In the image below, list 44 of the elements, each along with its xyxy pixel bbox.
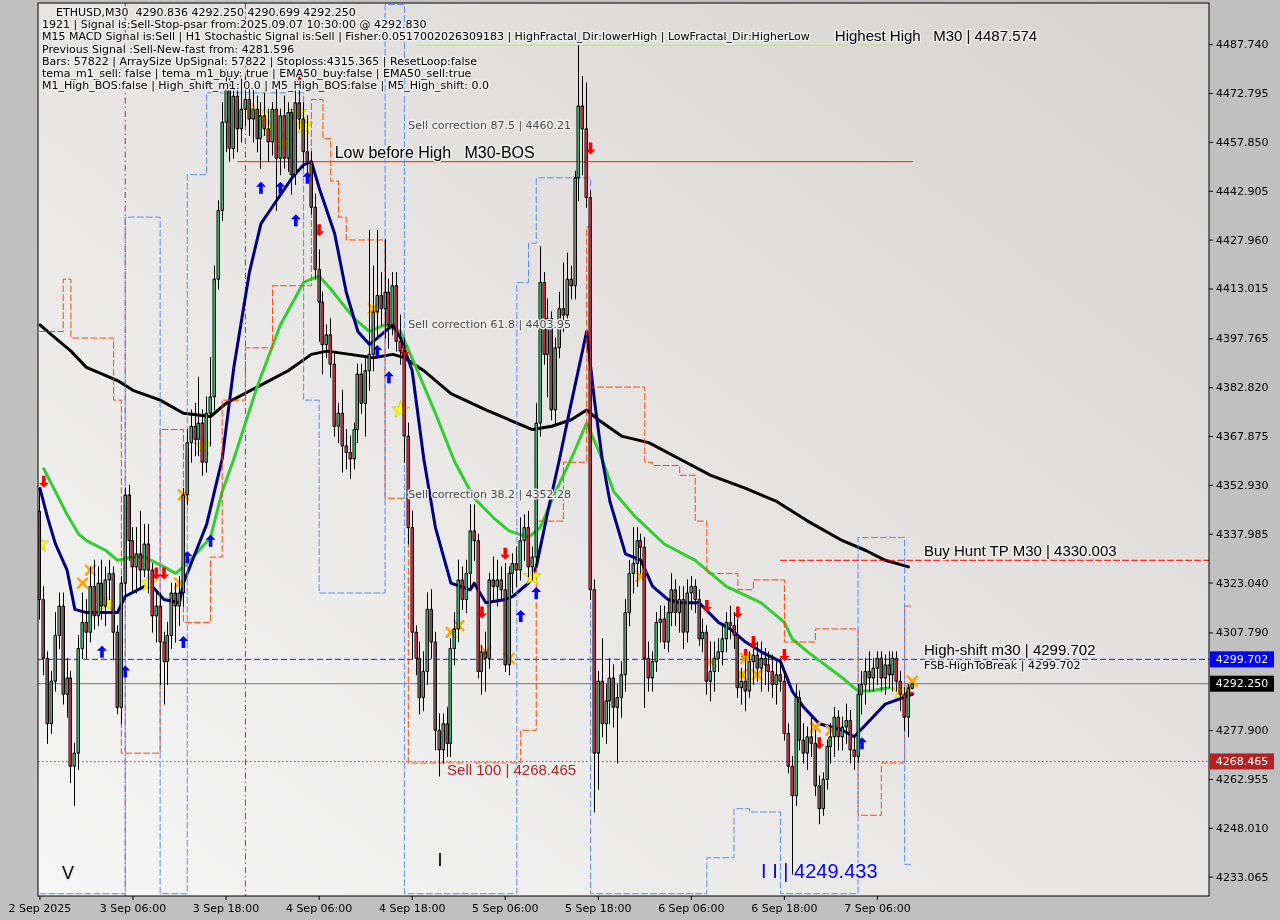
annotation: Buy Hunt TP M30 | 4330.003 <box>924 542 1117 560</box>
x-tick-label: 6 Sep 18:00 <box>751 902 818 915</box>
x-tick-label: 6 Sep 06:00 <box>658 902 725 915</box>
x-tick-label: 4 Sep 18:00 <box>378 902 446 915</box>
annotation: 1921 | Signal is:Sell-Stop-psar from:2025.09.07 10:30:00 @ 4292.830 <box>42 18 427 32</box>
x-tick-label: 7 Sep 06:00 <box>844 902 911 915</box>
y-tick-label: 4277.900 <box>1216 724 1269 738</box>
y-tick-label: 4487.740 <box>1216 38 1269 52</box>
x-tick-label: 3 Sep 06:00 <box>99 902 167 915</box>
y-tick-label: 4397.765 <box>1216 332 1269 346</box>
annotation: Bars: 57822 | ArraySize UpSignal: 57822 | Stoploss:4315.365 | ResetLoop:false <box>42 54 478 68</box>
annotation: I <box>437 850 443 870</box>
annotation: Low before High M30-BOS <box>334 143 535 161</box>
x-tick-label: 5 Sep 18:00 <box>565 902 632 915</box>
annotation: FSB-HighToBreak | 4299.702 <box>924 659 1081 673</box>
y-tick-label: 4413.015 <box>1216 282 1269 296</box>
y-tick-label: 4457.850 <box>1216 135 1269 149</box>
y-tick-label: 4352.930 <box>1216 478 1269 492</box>
y-tick-label: 4427.960 <box>1216 233 1269 247</box>
annotation: Sell 100 | 4268.465 <box>447 760 577 778</box>
ref-line-label: 4299.702 <box>1215 652 1269 666</box>
y-tick-label: 4442.905 <box>1216 184 1269 198</box>
y-tick-label: 4307.790 <box>1216 626 1269 640</box>
x-tick-label: 2 Sep 2025 <box>8 902 72 915</box>
y-tick-label: 4262.955 <box>1216 772 1269 786</box>
ref-line-label: 4292.250 <box>1215 677 1269 691</box>
annotation: V <box>61 863 75 883</box>
x-tick-label: 3 Sep 18:00 <box>192 902 260 915</box>
y-tick-label: 4323.040 <box>1216 576 1269 590</box>
annotation: Previous Signal :Sell-New-fast from: 4281.596 <box>42 42 295 56</box>
annotation: High-shift m30 | 4299.702 <box>924 641 1096 659</box>
chart-title: ETHUSD,M30 4290.836 4292.250 4290.699 4292.250 <box>56 6 356 19</box>
annotation: Highest High M30 | 4487.574 <box>834 27 1038 45</box>
y-tick-label: 4472.795 <box>1216 87 1269 101</box>
ref-line-label: 4268.465 <box>1215 754 1269 768</box>
y-tick-label: 4337.985 <box>1216 527 1269 541</box>
x-tick-label: 5 Sep 06:00 <box>472 902 539 915</box>
y-tick-label: 4233.065 <box>1216 870 1269 884</box>
y-tick-label: 4248.010 <box>1216 821 1269 835</box>
annotation: I I | 4249.433 <box>761 860 878 883</box>
x-tick-label: 4 Sep 06:00 <box>285 902 353 915</box>
y-tick-label: 4382.820 <box>1216 381 1269 395</box>
annotation: Sell correction 87.5 | 4460.21 <box>408 119 572 133</box>
y-tick-label: 4367.875 <box>1216 430 1269 444</box>
